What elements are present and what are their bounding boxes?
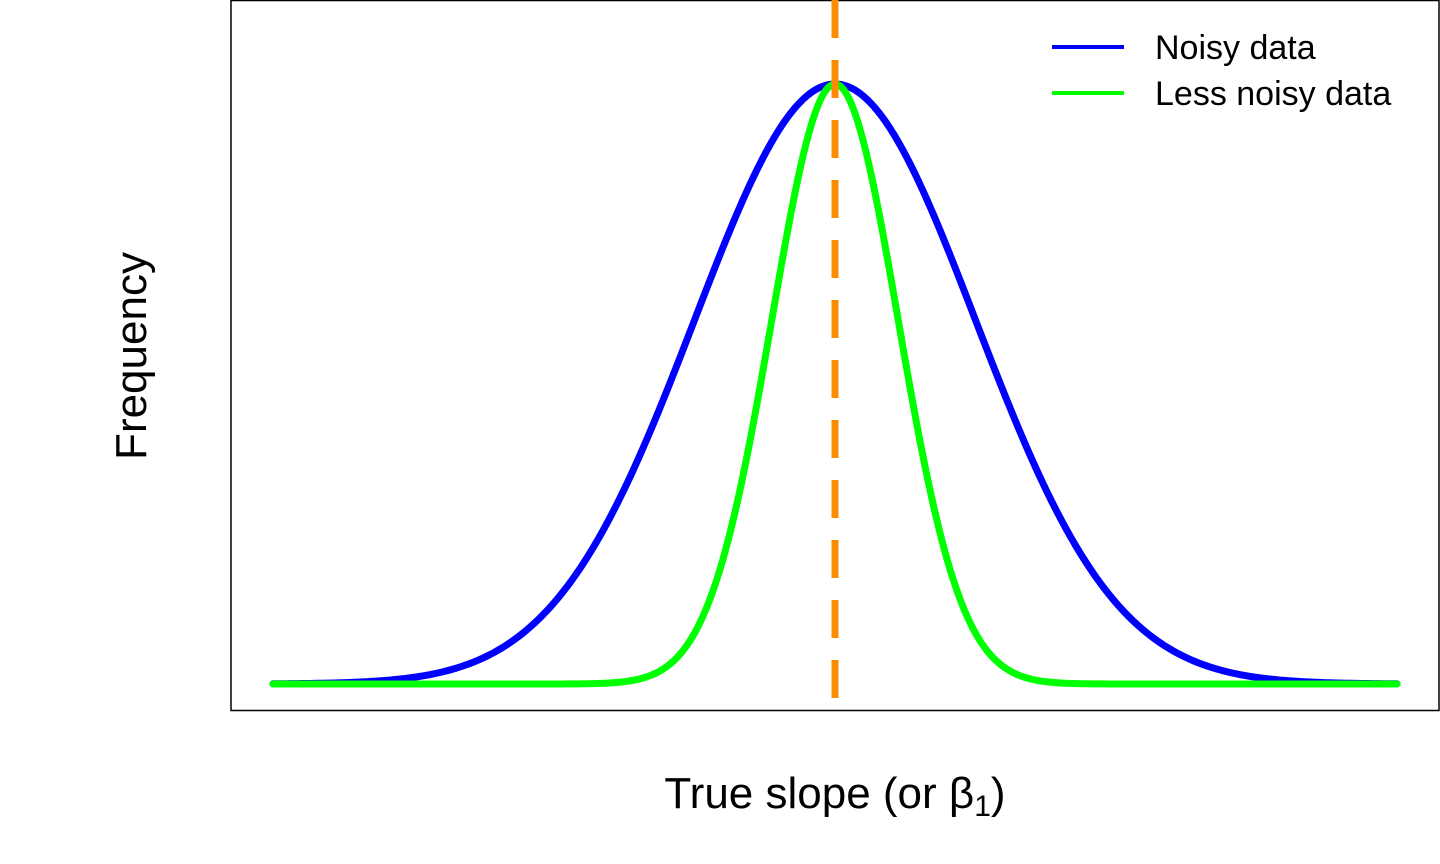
- y-axis-label: Frequency: [107, 252, 156, 460]
- x-axis-label: True slope (or β1): [664, 769, 1005, 823]
- legend-label-less-noisy-data: Less noisy data: [1155, 75, 1391, 113]
- legend: Noisy data Less noisy data: [1052, 29, 1391, 113]
- legend-label-noisy-data: Noisy data: [1155, 29, 1316, 67]
